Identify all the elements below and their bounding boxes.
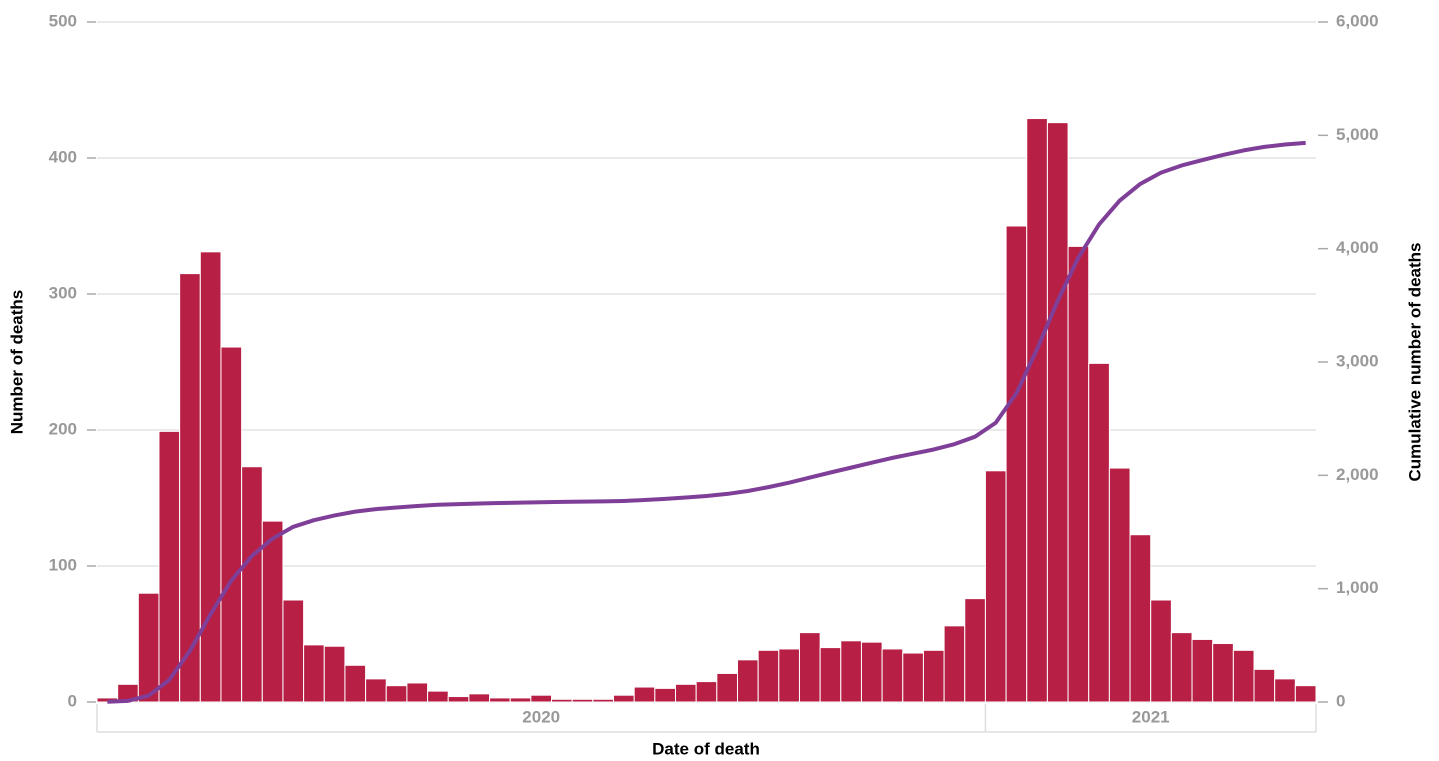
y2-tick-label: 5,000 bbox=[1336, 125, 1379, 144]
bar bbox=[716, 672, 738, 703]
y2-tick-label: 3,000 bbox=[1336, 351, 1379, 370]
bar bbox=[220, 346, 243, 703]
bar bbox=[902, 652, 924, 703]
bar bbox=[964, 598, 986, 703]
y-tick-label: 500 bbox=[49, 11, 77, 30]
bar bbox=[736, 659, 759, 703]
bar bbox=[695, 681, 718, 703]
y-tick-label: 300 bbox=[49, 283, 77, 302]
x-axis-title: Date of death bbox=[652, 739, 760, 758]
bar bbox=[406, 682, 429, 703]
x-group-label: 2021 bbox=[1132, 707, 1170, 726]
bar bbox=[303, 644, 325, 703]
y2-tick-label: 6,000 bbox=[1336, 11, 1379, 30]
bar bbox=[489, 697, 511, 703]
bar bbox=[1108, 467, 1131, 703]
bar bbox=[922, 649, 945, 703]
bar bbox=[323, 645, 346, 703]
bar bbox=[261, 520, 284, 703]
bar bbox=[798, 632, 821, 703]
y2-tick-label: 1,000 bbox=[1336, 578, 1379, 597]
y-tick-label: 400 bbox=[49, 147, 77, 166]
bar bbox=[344, 664, 367, 703]
bar bbox=[633, 686, 656, 703]
bar bbox=[427, 690, 449, 703]
bar bbox=[468, 693, 491, 703]
bar bbox=[1191, 638, 1214, 703]
bar bbox=[447, 696, 470, 703]
bar bbox=[1212, 643, 1234, 703]
x-group-label: 2020 bbox=[522, 707, 560, 726]
bar bbox=[860, 641, 883, 703]
y-axis-title: Number of deaths bbox=[7, 290, 26, 435]
bar bbox=[675, 683, 697, 703]
bar bbox=[530, 694, 553, 703]
bar bbox=[840, 640, 862, 703]
bar bbox=[1232, 649, 1255, 703]
bar bbox=[1294, 685, 1317, 703]
bar bbox=[1150, 599, 1172, 703]
bar bbox=[778, 648, 800, 703]
bar bbox=[984, 470, 1007, 703]
bar bbox=[137, 592, 160, 703]
bar bbox=[199, 251, 222, 703]
bar bbox=[571, 698, 594, 703]
bar bbox=[1253, 668, 1276, 703]
y-tick-label: 200 bbox=[49, 419, 77, 438]
bar bbox=[943, 625, 966, 703]
bar bbox=[365, 678, 387, 703]
y-tick-label: 0 bbox=[68, 691, 77, 710]
bar bbox=[385, 685, 408, 703]
bar bbox=[757, 649, 780, 703]
bar bbox=[282, 599, 305, 703]
bar bbox=[1067, 245, 1090, 703]
bar bbox=[551, 698, 573, 703]
y-tick-label: 100 bbox=[49, 555, 77, 574]
bar bbox=[1170, 632, 1193, 703]
bar bbox=[592, 698, 615, 703]
y2-axis-title: Cumulative number of deaths bbox=[1405, 243, 1424, 482]
bar bbox=[819, 647, 842, 703]
bar bbox=[509, 697, 532, 703]
cumulative-line bbox=[107, 140, 1306, 704]
y2-tick-label: 4,000 bbox=[1336, 238, 1379, 257]
bar bbox=[881, 648, 904, 703]
bar bbox=[613, 694, 635, 703]
bar bbox=[241, 466, 263, 703]
bar bbox=[1129, 534, 1152, 703]
bar bbox=[1088, 362, 1110, 703]
y2-tick-label: 0 bbox=[1336, 691, 1345, 710]
bar bbox=[654, 687, 677, 703]
bar bbox=[1026, 118, 1048, 703]
bar bbox=[158, 430, 181, 703]
bar bbox=[1274, 678, 1296, 703]
bar bbox=[1046, 122, 1069, 703]
y2-tick-label: 2,000 bbox=[1336, 465, 1379, 484]
bar bbox=[1005, 225, 1028, 703]
